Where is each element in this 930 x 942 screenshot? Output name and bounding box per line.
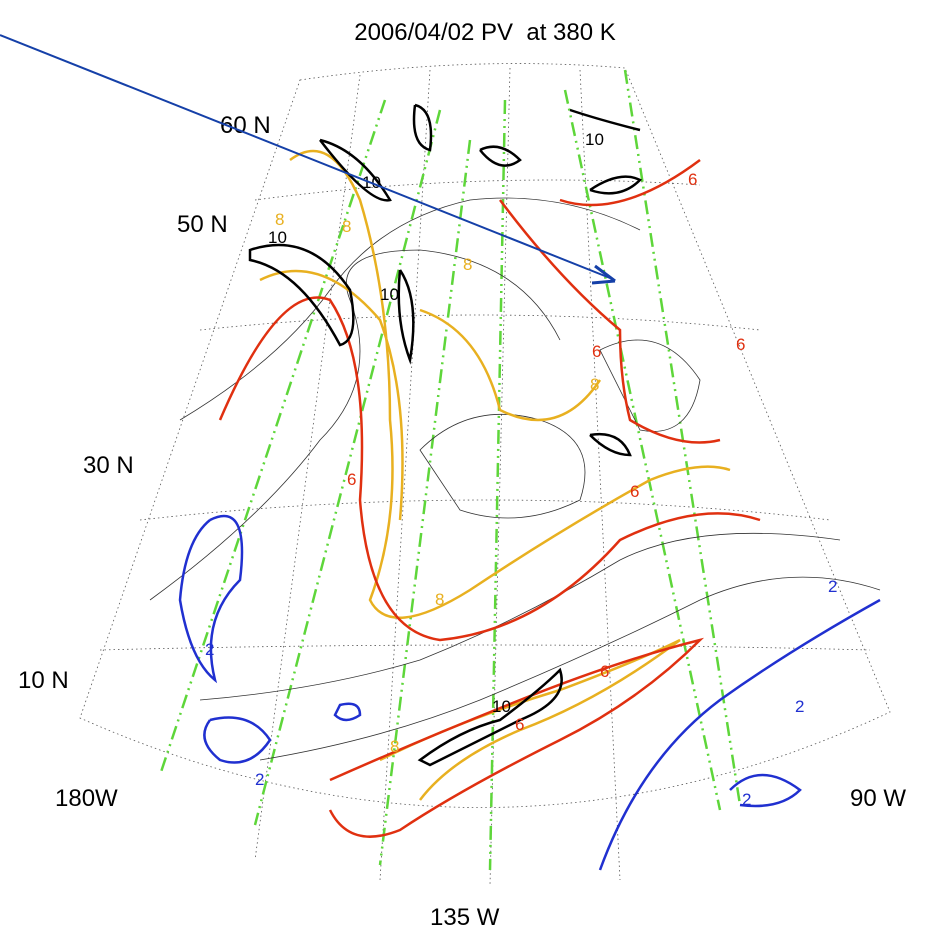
contour-label: 8	[590, 375, 599, 394]
latitude-label: 10 N	[18, 667, 69, 694]
contour-label: 10	[268, 228, 287, 247]
contour-label: 6	[688, 170, 697, 189]
contour-label: 6	[736, 335, 745, 354]
contour-label: 6	[592, 342, 601, 361]
contour-label: 6	[600, 662, 609, 681]
contour-label: 2	[828, 577, 837, 596]
latitude-label: 30 N	[83, 452, 134, 479]
longitude-label: 90 W	[850, 785, 906, 812]
contour-label: 2	[795, 697, 804, 716]
longitude-label: 135 W	[430, 904, 500, 931]
contour-label: 2	[742, 790, 751, 809]
contour-label: 8	[463, 255, 472, 274]
contour-label: 8	[390, 737, 399, 756]
contour-label: 2	[205, 640, 214, 659]
contour-labels: 10 10 10 10 10 8 8 8 8 8 8 6 6 6 6 6 6 6…	[205, 130, 837, 809]
contour-label: 10	[380, 285, 399, 304]
contour-label: 6	[515, 715, 524, 734]
contour-label: 10	[585, 130, 604, 149]
arrow	[0, 35, 615, 283]
contour-label: 8	[275, 210, 284, 229]
contour-label: 6	[347, 470, 356, 489]
contour-label: 6	[630, 482, 639, 501]
map: 2006/04/02 PV at 380 K 60 N 50 N 30 N 10…	[0, 0, 930, 942]
longitude-label: 180W	[55, 785, 118, 812]
title: 2006/04/02 PV at 380 K	[354, 19, 616, 46]
contour-label: 8	[342, 217, 351, 236]
contour-label: 8	[435, 590, 444, 609]
contour-label: 10	[492, 697, 511, 716]
latitude-label: 50 N	[177, 211, 228, 238]
contour-label: 2	[255, 770, 264, 789]
map-frame	[80, 64, 890, 885]
